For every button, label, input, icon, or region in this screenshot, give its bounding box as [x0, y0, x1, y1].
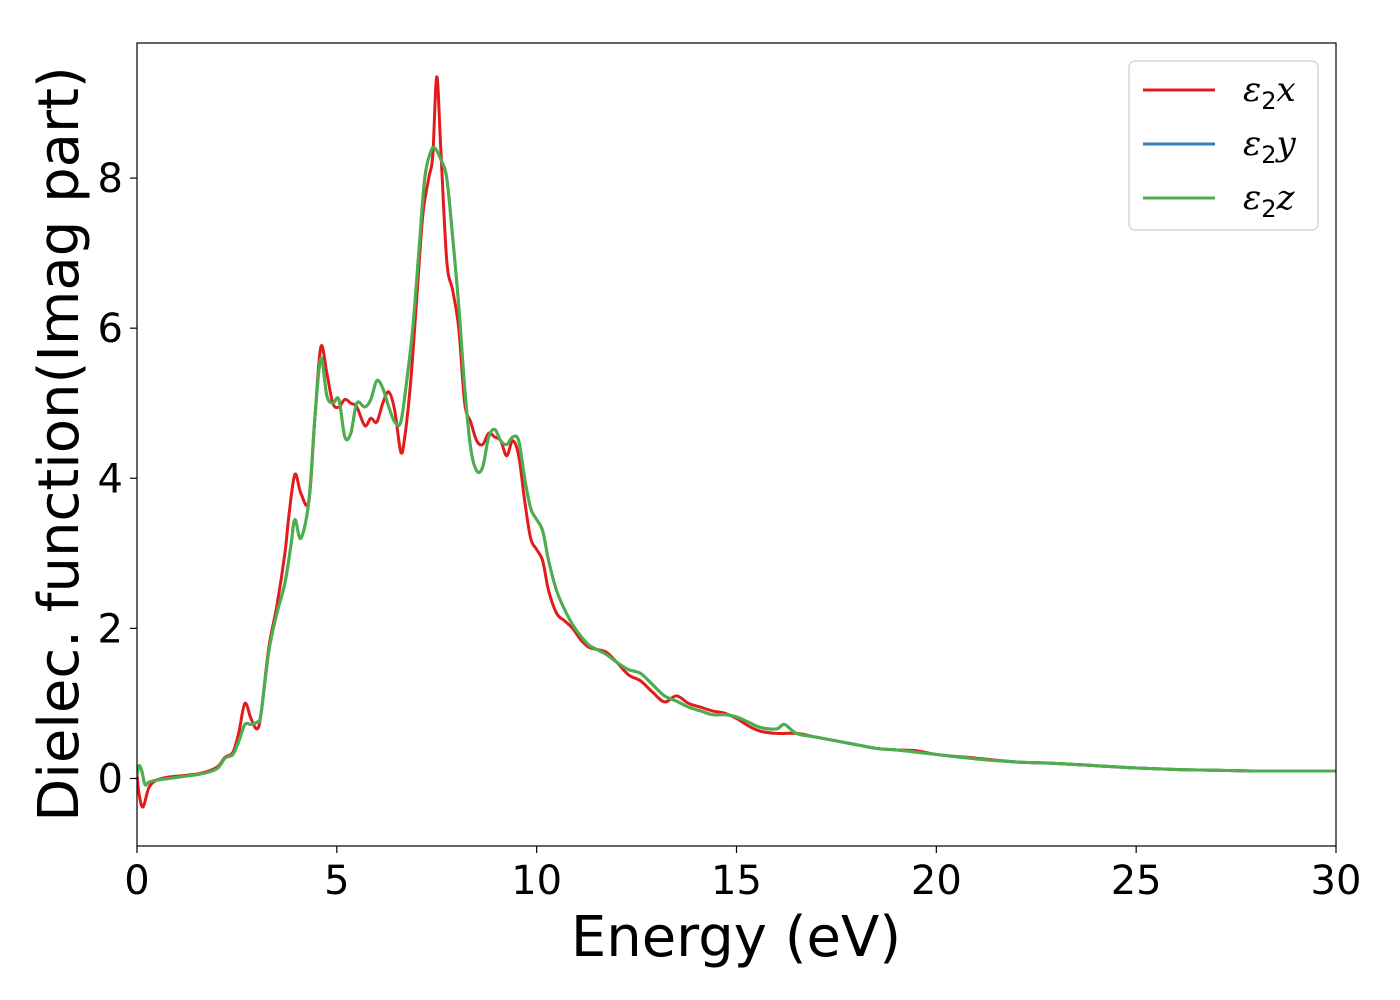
x-tick-label: 20 [911, 858, 962, 904]
x-axis: 0 5 10 15 20 25 30 [124, 846, 1361, 904]
x-axis-label: Energy (eV) [571, 905, 901, 970]
y-tick-label: 0 [98, 756, 123, 802]
x-tick-label: 25 [1111, 858, 1162, 904]
legend-box [1128, 60, 1319, 231]
x-tick-label: 5 [324, 858, 349, 904]
y-tick-label: 4 [98, 456, 123, 502]
x-tick-label: 30 [1311, 858, 1362, 904]
x-tick-label: 15 [711, 858, 762, 904]
y-axis-label: Dielec. function(Imag part) [27, 66, 92, 822]
series-line-x [137, 75, 1336, 809]
legend-label-z: ε2z [1243, 178, 1296, 223]
legend-label-y: ε2y [1243, 124, 1297, 169]
series-layer [137, 75, 1336, 809]
series-line-z [137, 145, 1336, 787]
y-tick-label: 6 [98, 306, 123, 352]
legend-label-x: ε2x [1243, 70, 1296, 115]
legend: ε2x ε2y ε2z [1128, 60, 1319, 231]
x-tick-label: 10 [511, 858, 562, 904]
y-axis: 0 2 4 6 8 [98, 156, 137, 802]
x-tick-label: 0 [124, 858, 149, 904]
y-tick-label: 2 [98, 606, 123, 652]
series-line-y [137, 145, 1336, 787]
y-tick-label: 8 [98, 156, 123, 202]
